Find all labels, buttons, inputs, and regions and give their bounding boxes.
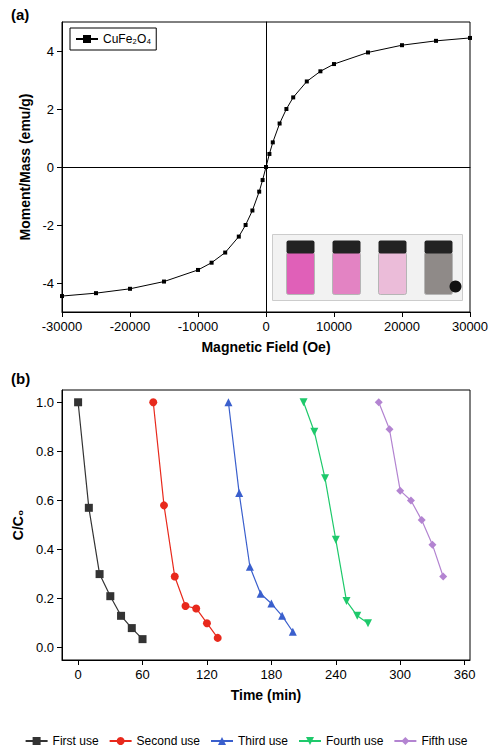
svg-text:Moment/Mass (emu/g): Moment/Mass (emu/g)	[17, 93, 33, 240]
svg-text:2: 2	[47, 102, 54, 117]
svg-text:C/C₀: C/C₀	[10, 510, 26, 540]
svg-text:-20000: -20000	[110, 319, 150, 334]
svg-text:60: 60	[135, 667, 149, 682]
svg-text:180: 180	[261, 667, 283, 682]
svg-text:0: 0	[74, 667, 81, 682]
svg-text:Fourth use: Fourth use	[326, 734, 384, 748]
svg-text:Time (min): Time (min)	[231, 687, 302, 703]
svg-text:4: 4	[47, 44, 54, 59]
svg-text:0.4: 0.4	[36, 542, 54, 557]
svg-text:-4: -4	[42, 276, 54, 291]
svg-text:10000: 10000	[316, 319, 352, 334]
svg-text:0: 0	[262, 319, 269, 334]
svg-text:(b): (b)	[11, 370, 30, 387]
svg-text:Fifth use: Fifth use	[421, 734, 467, 748]
svg-text:Magnetic Field (Oe): Magnetic Field (Oe)	[201, 339, 330, 355]
svg-text:0.0: 0.0	[36, 640, 54, 655]
svg-text:1.0: 1.0	[36, 395, 54, 410]
svg-text:0: 0	[47, 160, 54, 175]
svg-text:0.8: 0.8	[36, 444, 54, 459]
svg-text:360: 360	[454, 667, 476, 682]
svg-text:300: 300	[389, 667, 411, 682]
svg-text:240: 240	[325, 667, 347, 682]
svg-text:-10000: -10000	[178, 319, 218, 334]
svg-text:Second use: Second use	[137, 734, 201, 748]
svg-text:-2: -2	[42, 218, 54, 233]
svg-text:30000: 30000	[452, 319, 488, 334]
svg-text:120: 120	[196, 667, 218, 682]
svg-text:0.6: 0.6	[36, 493, 54, 508]
svg-text:0.2: 0.2	[36, 591, 54, 606]
svg-text:Third use: Third use	[238, 734, 288, 748]
svg-text:CuFe₂O₄: CuFe₂O₄	[103, 32, 151, 46]
svg-text:First use: First use	[53, 734, 99, 748]
svg-text:-30000: -30000	[42, 319, 82, 334]
svg-text:(a): (a)	[11, 6, 29, 23]
svg-text:20000: 20000	[384, 319, 420, 334]
